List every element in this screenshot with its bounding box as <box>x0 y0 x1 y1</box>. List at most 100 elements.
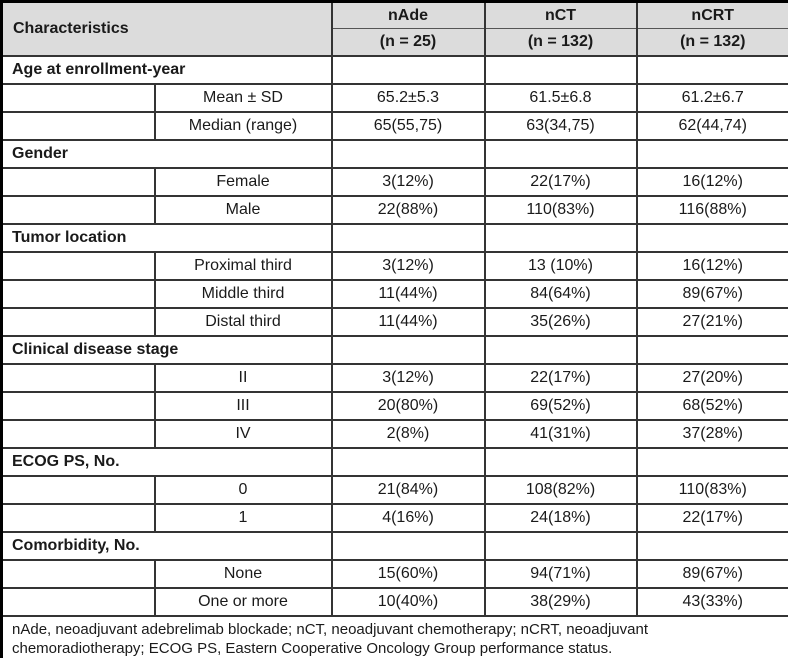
row-label-one-or-more: One or more <box>153 586 333 617</box>
row-label-ii: II <box>153 362 333 393</box>
table-row: IV 2(8%) 41(31%) 37(28%) <box>0 418 788 449</box>
value-cell: 22(17%) <box>483 166 638 197</box>
row-label-mean-sd: Mean ± SD <box>153 82 333 113</box>
value-cell: 89(67%) <box>635 558 788 589</box>
empty-cell <box>483 334 638 365</box>
value-cell: 65.2±5.3 <box>330 82 486 113</box>
row-spacer-cell <box>0 306 156 337</box>
table-row: 0 21(84%) 108(82%) 110(83%) <box>0 474 788 505</box>
table-row: III 20(80%) 69(52%) 68(52%) <box>0 390 788 421</box>
table-row: Middle third 11(44%) 84(64%) 89(67%) <box>0 278 788 309</box>
row-spacer-cell <box>0 82 156 113</box>
section-header-gender: Gender <box>0 138 333 169</box>
table-row: 1 4(16%) 24(18%) 22(17%) <box>0 502 788 533</box>
row-spacer-cell <box>0 474 156 505</box>
row-spacer-cell <box>0 362 156 393</box>
value-cell: 3(12%) <box>330 362 486 393</box>
column-header-nct: nCT <box>483 0 638 29</box>
column-subheader-nct-n: (n = 132) <box>483 28 638 57</box>
section-header-age-at-enrollment-year: Age at enrollment-year <box>0 54 333 85</box>
value-cell: 3(12%) <box>330 166 486 197</box>
value-cell: 13 (10%) <box>483 250 638 281</box>
column-header-ncrt: nCRT <box>635 0 788 29</box>
table-row: Female 3(12%) 22(17%) 16(12%) <box>0 166 788 197</box>
value-cell: 62(44,74) <box>635 110 788 141</box>
table-row: None 15(60%) 94(71%) 89(67%) <box>0 558 788 589</box>
empty-cell <box>330 54 486 85</box>
row-label-male: Male <box>153 194 333 225</box>
row-spacer-cell <box>0 418 156 449</box>
table-footnote: nAde, neoadjuvant adebrelimab blockade; … <box>0 614 788 658</box>
section-header-clinical-disease-stage: Clinical disease stage <box>0 334 333 365</box>
value-cell: 65(55,75) <box>330 110 486 141</box>
row-spacer-cell <box>0 194 156 225</box>
value-cell: 116(88%) <box>635 194 788 225</box>
value-cell: 27(21%) <box>635 306 788 337</box>
table-row: Proximal third 3(12%) 13 (10%) 16(12%) <box>0 250 788 281</box>
row-label-none: None <box>153 558 333 589</box>
row-label-distal-third: Distal third <box>153 306 333 337</box>
column-header-nade: nAde <box>330 0 486 29</box>
value-cell: 22(88%) <box>330 194 486 225</box>
value-cell: 15(60%) <box>330 558 486 589</box>
value-cell: 37(28%) <box>635 418 788 449</box>
row-label-iv: IV <box>153 418 333 449</box>
empty-cell <box>635 334 788 365</box>
row-spacer-cell <box>0 558 156 589</box>
value-cell: 20(80%) <box>330 390 486 421</box>
value-cell: 89(67%) <box>635 278 788 309</box>
value-cell: 38(29%) <box>483 586 638 617</box>
table-row: Distal third 11(44%) 35(26%) 27(21%) <box>0 306 788 337</box>
row-spacer-cell <box>0 586 156 617</box>
value-cell: 61.2±6.7 <box>635 82 788 113</box>
row-label-0: 0 <box>153 474 333 505</box>
value-cell: 41(31%) <box>483 418 638 449</box>
empty-cell <box>330 446 486 477</box>
row-label-1: 1 <box>153 502 333 533</box>
value-cell: 110(83%) <box>483 194 638 225</box>
value-cell: 68(52%) <box>635 390 788 421</box>
value-cell: 61.5±6.8 <box>483 82 638 113</box>
value-cell: 69(52%) <box>483 390 638 421</box>
section-header-row: Gender <box>0 138 788 169</box>
empty-cell <box>330 530 486 561</box>
value-cell: 63(34,75) <box>483 110 638 141</box>
section-header-row: Age at enrollment-year <box>0 54 788 85</box>
empty-cell <box>330 334 486 365</box>
section-header-row: Tumor location <box>0 222 788 253</box>
value-cell: 108(82%) <box>483 474 638 505</box>
value-cell: 24(18%) <box>483 502 638 533</box>
row-label-proximal-third: Proximal third <box>153 250 333 281</box>
empty-cell <box>635 530 788 561</box>
table-row: Median (range) 65(55,75) 63(34,75) 62(44,74… <box>0 110 788 141</box>
section-header-comorbidity-no: Comorbidity, No. <box>0 530 333 561</box>
value-cell: 110(83%) <box>635 474 788 505</box>
value-cell: 16(12%) <box>635 166 788 197</box>
row-spacer-cell <box>0 110 156 141</box>
empty-cell <box>330 222 486 253</box>
table-row: Mean ± SD 65.2±5.3 61.5±6.8 61.2±6.7 <box>0 82 788 113</box>
row-spacer-cell <box>0 250 156 281</box>
table-footer: nAde, neoadjuvant adebrelimab blockade; … <box>0 614 788 658</box>
section-header-ecog-ps-no: ECOG PS, No. <box>0 446 333 477</box>
row-spacer-cell <box>0 166 156 197</box>
table-row: Male 22(88%) 110(83%) 116(88%) <box>0 194 788 225</box>
value-cell: 2(8%) <box>330 418 486 449</box>
empty-cell <box>635 222 788 253</box>
empty-cell <box>483 54 638 85</box>
value-cell: 43(33%) <box>635 586 788 617</box>
row-spacer-cell <box>0 390 156 421</box>
value-cell: 94(71%) <box>483 558 638 589</box>
empty-cell <box>635 54 788 85</box>
value-cell: 27(20%) <box>635 362 788 393</box>
value-cell: 4(16%) <box>330 502 486 533</box>
row-label-median-range: Median (range) <box>153 110 333 141</box>
column-header-characteristics: Characteristics <box>0 0 333 57</box>
empty-cell <box>483 530 638 561</box>
section-header-row: Comorbidity, No. <box>0 530 788 561</box>
row-spacer-cell <box>0 502 156 533</box>
value-cell: 35(26%) <box>483 306 638 337</box>
value-cell: 11(44%) <box>330 278 486 309</box>
